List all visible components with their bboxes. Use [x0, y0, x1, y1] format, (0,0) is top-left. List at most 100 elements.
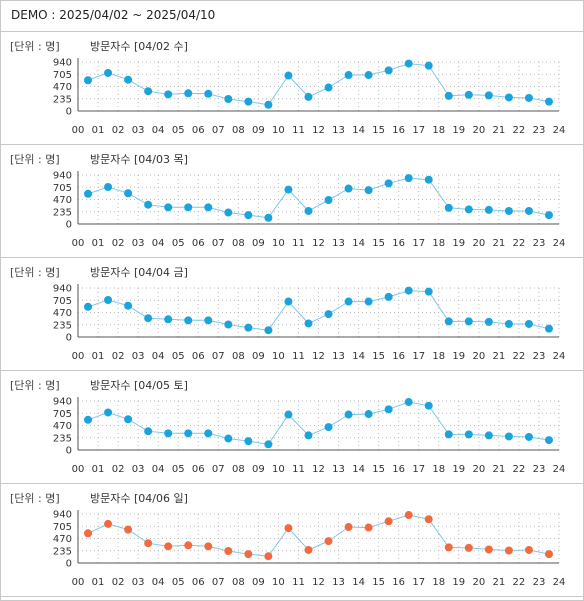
data-point [384, 405, 393, 414]
data-point [224, 95, 233, 104]
x-tick-label: 04 [152, 351, 165, 362]
data-point [384, 292, 393, 301]
x-tick-label: 19 [452, 577, 465, 588]
data-point [444, 91, 453, 100]
data-point [484, 317, 493, 326]
data-point [124, 189, 133, 198]
x-tick-label: 12 [312, 125, 325, 136]
x-tick-label: 18 [432, 464, 445, 475]
x-tick-label: 05 [172, 464, 185, 475]
unit-label: [단위 : 명] [10, 40, 60, 53]
x-tick-label: 11 [292, 351, 305, 362]
y-tick-label: 0 [66, 446, 72, 457]
x-tick-label: 07 [212, 351, 225, 362]
data-point [524, 319, 533, 328]
x-tick-label: 19 [452, 464, 465, 475]
x-tick-label: 23 [533, 238, 546, 249]
data-point [304, 431, 313, 440]
data-point [264, 326, 273, 335]
x-tick-label: 02 [112, 351, 125, 362]
data-point [304, 206, 313, 215]
data-point [424, 515, 433, 524]
x-tick-label: 15 [372, 577, 385, 588]
x-tick-label: 14 [352, 125, 365, 136]
data-point [324, 423, 333, 432]
x-tick-label: 20 [472, 125, 485, 136]
chart-title: 방문자수 [04/05 토] [90, 379, 188, 392]
data-point [164, 315, 173, 324]
data-point [324, 310, 333, 319]
x-tick-label: 02 [112, 577, 125, 588]
data-point [244, 550, 253, 559]
x-tick-label: 16 [392, 125, 405, 136]
x-tick-label: 21 [493, 125, 506, 136]
x-tick-label: 01 [92, 238, 105, 249]
data-point [544, 550, 553, 559]
x-tick-label: 24 [553, 125, 566, 136]
x-tick-label: 05 [172, 238, 185, 249]
x-tick-label: 13 [332, 577, 345, 588]
data-point [544, 211, 553, 220]
x-tick-label: 13 [332, 464, 345, 475]
data-point [524, 545, 533, 554]
x-tick-label: 14 [352, 238, 365, 249]
chart-title: 방문자수 [04/04 금] [90, 266, 188, 279]
chart-panel-3: [단위 : 명] 방문자수 [04/04 금] 0 235 470 705 940 00 01 0… [1, 258, 583, 371]
data-point [84, 302, 93, 311]
x-tick-label: 12 [312, 464, 325, 475]
x-tick-label: 18 [432, 351, 445, 362]
x-tick-label: 12 [312, 238, 325, 249]
data-point [204, 89, 213, 98]
x-tick-label: 16 [392, 577, 405, 588]
x-tick-label: 09 [252, 351, 265, 362]
data-point [444, 430, 453, 439]
x-tick-label: 02 [112, 464, 125, 475]
x-tick-label: 10 [272, 464, 285, 475]
chart-panel-4: [단위 : 명] 방문자수 [04/05 토] 0 235 470 705 940 00 01 0… [1, 371, 583, 484]
date-range-text: DEMO : 2025/04/02 ~ 2025/04/10 [11, 8, 216, 22]
data-point [424, 287, 433, 296]
data-point [184, 429, 193, 438]
data-point [504, 206, 513, 215]
x-tick-label: 12 [312, 577, 325, 588]
data-point [164, 429, 173, 438]
x-tick-label: 23 [533, 577, 546, 588]
data-point [524, 206, 533, 215]
x-tick-label: 22 [513, 238, 526, 249]
y-tick-label: 235 [53, 94, 72, 105]
data-point [504, 546, 513, 555]
data-point [344, 297, 353, 306]
x-tick-label: 20 [472, 464, 485, 475]
data-point [424, 175, 433, 184]
y-tick-label: 705 [53, 70, 72, 81]
data-point [364, 297, 373, 306]
data-point [224, 434, 233, 443]
data-point [124, 301, 133, 310]
data-point [364, 71, 373, 80]
x-tick-label: 14 [352, 464, 365, 475]
data-point [384, 179, 393, 188]
x-tick-label: 07 [212, 238, 225, 249]
y-tick-label: 705 [53, 409, 72, 420]
data-point [264, 213, 273, 222]
data-point [184, 316, 193, 325]
x-tick-label: 08 [232, 125, 245, 136]
y-tick-label: 705 [53, 296, 72, 307]
x-tick-label: 01 [92, 125, 105, 136]
chart-panel-2: [단위 : 명] 방문자수 [04/03 목] 0 235 470 705 940 00 01 0… [1, 145, 583, 258]
data-point [384, 66, 393, 75]
data-point [104, 295, 113, 304]
x-tick-label: 10 [272, 577, 285, 588]
data-point [464, 205, 473, 214]
x-tick-label: 22 [513, 351, 526, 362]
data-point [524, 432, 533, 441]
data-point [404, 286, 413, 295]
x-tick-label: 21 [493, 238, 506, 249]
x-tick-label: 18 [432, 125, 445, 136]
data-point [184, 203, 193, 212]
data-point [404, 398, 413, 407]
x-tick-label: 16 [392, 351, 405, 362]
